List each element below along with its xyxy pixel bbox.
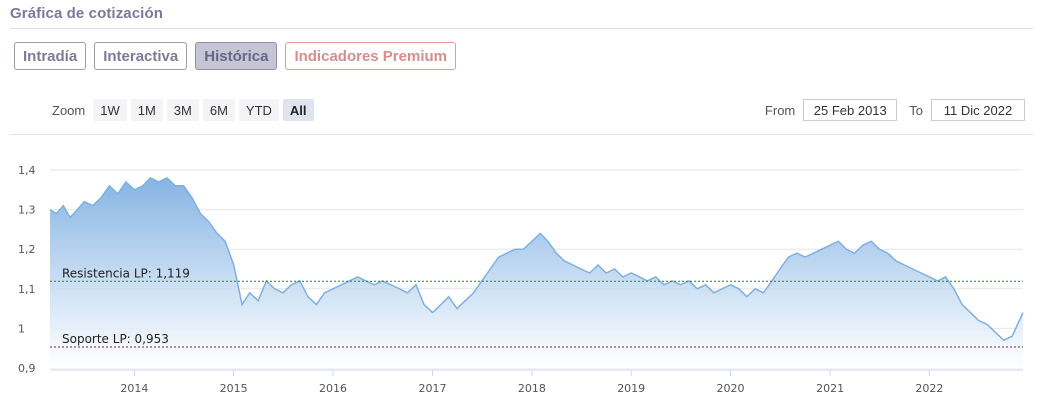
zoom-all-button[interactable]: All xyxy=(282,99,314,121)
x-tick-label: 2018 xyxy=(518,382,546,395)
y-tick-label: 1,3 xyxy=(18,204,36,217)
x-tick-label: 2019 xyxy=(617,382,645,395)
section-title: Gráfica de cotización xyxy=(10,5,163,22)
support-line-label: Soporte LP: 0,953 xyxy=(62,332,169,346)
to-date-input[interactable] xyxy=(931,99,1025,121)
chart-type-tabs: Intradía Interactiva Histórica Indicador… xyxy=(14,42,456,70)
title-divider xyxy=(10,28,1033,29)
from-label: From xyxy=(764,102,796,118)
zoom-controls: Zoom 1W 1M 3M 6M YTD All xyxy=(52,99,314,121)
tab-intradia[interactable]: Intradía xyxy=(14,42,87,70)
zoom-label: Zoom xyxy=(52,102,86,118)
x-tick-label: 2014 xyxy=(120,382,148,395)
x-tick-label: 2021 xyxy=(816,382,844,395)
x-tick-label: 2016 xyxy=(319,382,347,395)
tab-historica[interactable]: Histórica xyxy=(195,42,278,70)
x-tick-label: 2015 xyxy=(220,382,248,395)
x-tick-label: 2022 xyxy=(915,382,943,395)
zoom-1m-button[interactable]: 1M xyxy=(130,99,163,121)
y-tick-label: 1,1 xyxy=(18,283,36,296)
date-range: From To xyxy=(753,99,1025,121)
y-tick-label: 1 xyxy=(18,322,25,335)
zoom-ytd-button[interactable]: YTD xyxy=(238,99,279,121)
price-area xyxy=(50,177,1023,368)
tab-indicadores-premium[interactable]: Indicadores Premium xyxy=(285,42,456,70)
zoom-1w-button[interactable]: 1W xyxy=(93,99,127,121)
zoom-3m-button[interactable]: 3M xyxy=(166,99,199,121)
y-tick-label: 0,9 xyxy=(18,362,36,375)
price-line xyxy=(49,176,1024,342)
zoom-6m-button[interactable]: 6M xyxy=(202,99,235,121)
chart-top-divider xyxy=(10,134,1033,135)
from-date-input[interactable] xyxy=(803,99,898,121)
y-tick-label: 1,4 xyxy=(18,164,36,177)
x-tick-label: 2020 xyxy=(717,382,745,395)
resistance-line-label: Resistencia LP: 1,119 xyxy=(62,266,190,280)
to-label: To xyxy=(909,102,923,118)
y-tick-label: 1,2 xyxy=(18,243,36,256)
tab-interactiva[interactable]: Interactiva xyxy=(94,42,188,70)
x-tick-label: 2017 xyxy=(419,382,447,395)
